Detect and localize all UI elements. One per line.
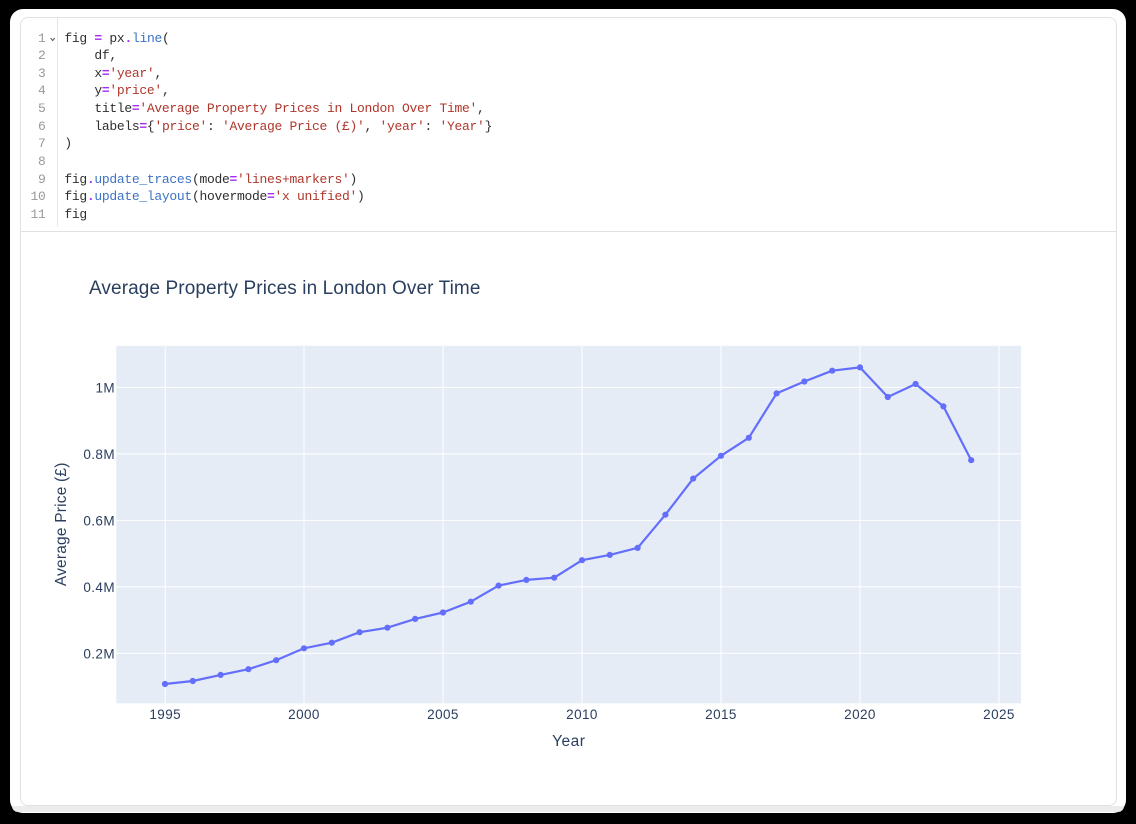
svg-text:2015: 2015 — [705, 707, 737, 722]
svg-text:Average Price (£): Average Price (£) — [53, 462, 70, 586]
svg-text:2010: 2010 — [566, 707, 598, 722]
svg-text:2000: 2000 — [288, 707, 320, 722]
svg-text:0.8M: 0.8M — [83, 447, 115, 462]
svg-text:2025: 2025 — [983, 707, 1015, 722]
svg-text:2020: 2020 — [844, 707, 876, 722]
svg-text:1M: 1M — [95, 380, 115, 395]
svg-text:Year: Year — [552, 733, 585, 750]
svg-text:0.2M: 0.2M — [83, 646, 115, 661]
svg-text:Average Property Prices in Lon: Average Property Prices in London Over T… — [89, 278, 481, 299]
svg-text:0.6M: 0.6M — [83, 513, 115, 528]
svg-text:2005: 2005 — [427, 707, 459, 722]
svg-text:1995: 1995 — [149, 707, 181, 722]
svg-text:0.4M: 0.4M — [83, 580, 115, 595]
